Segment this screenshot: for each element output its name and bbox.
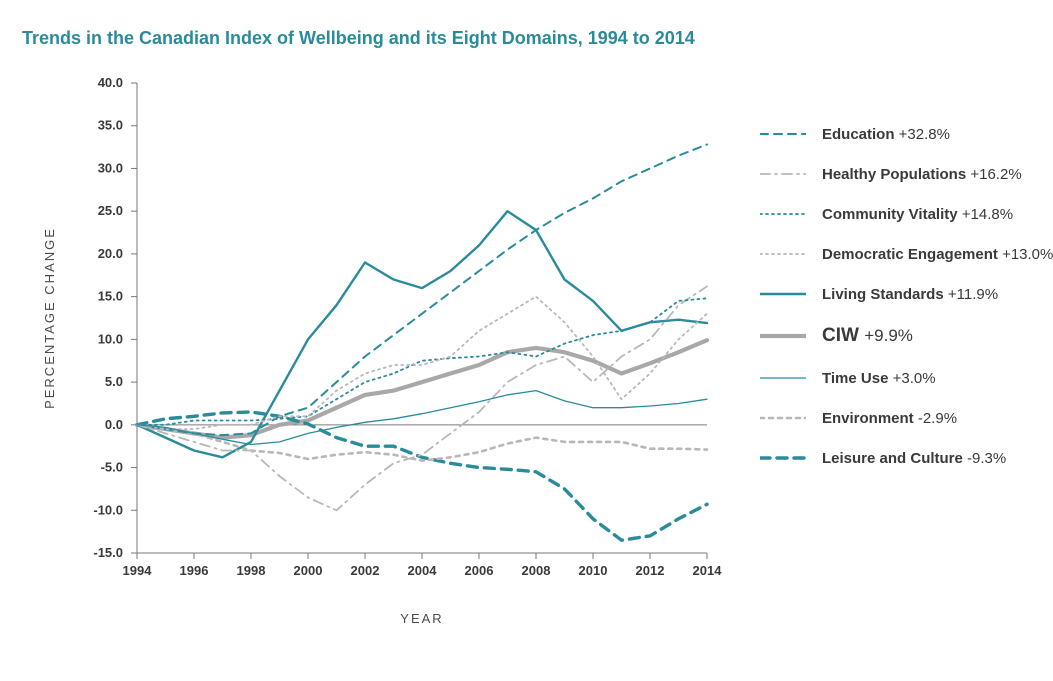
legend-label: Democratic Engagement	[822, 246, 1002, 263]
legend-swatch	[760, 285, 806, 303]
legend-swatch	[760, 369, 806, 387]
x-tick-label: 1998	[237, 563, 266, 578]
legend-item-environment: Environment -2.9%	[760, 409, 1053, 427]
legend-label: Community Vitality	[822, 206, 962, 223]
legend-item-living_standards: Living Standards +11.9%	[760, 285, 1053, 303]
legend-item-leisure_culture: Leisure and Culture -9.3%	[760, 449, 1053, 467]
chart-title: Trends in the Canadian Index of Wellbein…	[22, 28, 1031, 49]
y-axis-label: PERCENTAGE CHANGE	[42, 227, 57, 409]
legend-item-community_vitality: Community Vitality +14.8%	[760, 205, 1053, 223]
legend-value: -9.3%	[967, 450, 1006, 467]
legend-text: Healthy Populations +16.2%	[822, 166, 1022, 183]
y-tick-label: -5.0	[101, 460, 123, 475]
x-tick-label: 1996	[180, 563, 209, 578]
legend-text: Environment -2.9%	[822, 410, 957, 427]
x-tick-label: 2006	[465, 563, 494, 578]
legend-item-ciw: CIW +9.9%	[760, 325, 1053, 347]
y-tick-label: 30.0	[98, 160, 123, 175]
series-democratic_engagement	[137, 297, 707, 430]
legend-text: Living Standards +11.9%	[822, 286, 998, 303]
x-tick-label: 1994	[123, 563, 153, 578]
legend-swatch	[760, 449, 806, 467]
legend-item-time_use: Time Use +3.0%	[760, 369, 1053, 387]
legend-value: +32.8%	[899, 126, 950, 143]
chart-container: -15.0 -10.0 -5.0 0.0 5.0 10.0 15.0 20.0 25.0 30.0…	[22, 65, 1031, 670]
legend-text: Education +32.8%	[822, 126, 950, 143]
legend-label: Leisure and Culture	[822, 450, 967, 467]
x-tick-label: 2004	[408, 563, 438, 578]
legend-value: +11.9%	[948, 286, 998, 303]
chart-plot-area: -15.0 -10.0 -5.0 0.0 5.0 10.0 15.0 20.0 25.0 30.0…	[22, 65, 742, 670]
legend-swatch	[760, 205, 806, 223]
y-tick-label: 25.0	[98, 203, 123, 218]
legend-text: Democratic Engagement +13.0%	[822, 246, 1053, 263]
y-tick-label: 40.0	[98, 75, 123, 90]
legend-label: CIW	[822, 325, 864, 346]
y-tick-label: -10.0	[93, 502, 123, 517]
x-tick-label: 2014	[693, 563, 723, 578]
legend-value: +16.2%	[970, 166, 1021, 183]
y-tick-label: 10.0	[98, 331, 123, 346]
legend-label: Living Standards	[822, 286, 948, 303]
series-community_vitality	[137, 298, 707, 425]
legend-value: +3.0%	[893, 370, 936, 387]
y-tick-label: 15.0	[98, 289, 123, 304]
x-tick-label: 2002	[351, 563, 380, 578]
y-tick-label: 0.0	[105, 417, 123, 432]
series-ciw	[137, 340, 707, 437]
y-tick-label: 35.0	[98, 118, 123, 133]
x-tick-label: 2012	[636, 563, 665, 578]
legend-text: Leisure and Culture -9.3%	[822, 450, 1006, 467]
legend-text: Community Vitality +14.8%	[822, 206, 1013, 223]
y-tick-label: -15.0	[93, 545, 123, 560]
legend-value: +13.0%	[1002, 246, 1053, 263]
legend-label: Education	[822, 126, 899, 143]
legend-value: -2.9%	[918, 410, 957, 427]
legend-swatch	[760, 245, 806, 263]
series-environment	[137, 425, 707, 461]
legend-text: Time Use +3.0%	[822, 370, 936, 387]
legend-item-healthy_populations: Healthy Populations +16.2%	[760, 165, 1053, 183]
legend-label: Time Use	[822, 370, 893, 387]
x-tick-label: 2010	[579, 563, 608, 578]
legend-swatch	[760, 125, 806, 143]
legend-label: Healthy Populations	[822, 166, 970, 183]
line-chart-svg: -15.0 -10.0 -5.0 0.0 5.0 10.0 15.0 20.0 25.0 30.0…	[22, 65, 742, 665]
legend-value: +14.8%	[962, 206, 1013, 223]
legend-value: +9.9%	[864, 326, 913, 345]
legend-text: CIW +9.9%	[822, 325, 913, 347]
legend-item-democratic_engagement: Democratic Engagement +13.0%	[760, 245, 1053, 263]
x-axis-label: YEAR	[400, 611, 443, 626]
legend-swatch	[760, 409, 806, 427]
y-tick-label: 20.0	[98, 246, 123, 261]
legend-label: Environment	[822, 410, 918, 427]
x-tick-label: 2008	[522, 563, 551, 578]
legend-swatch	[760, 165, 806, 183]
x-tick-label: 2000	[294, 563, 323, 578]
legend: Education +32.8% Healthy Populations +16.…	[760, 125, 1053, 467]
y-tick-label: 5.0	[105, 374, 123, 389]
series-education	[137, 145, 707, 436]
legend-swatch	[760, 327, 806, 345]
legend-item-education: Education +32.8%	[760, 125, 1053, 143]
series-leisure_culture	[137, 412, 707, 540]
